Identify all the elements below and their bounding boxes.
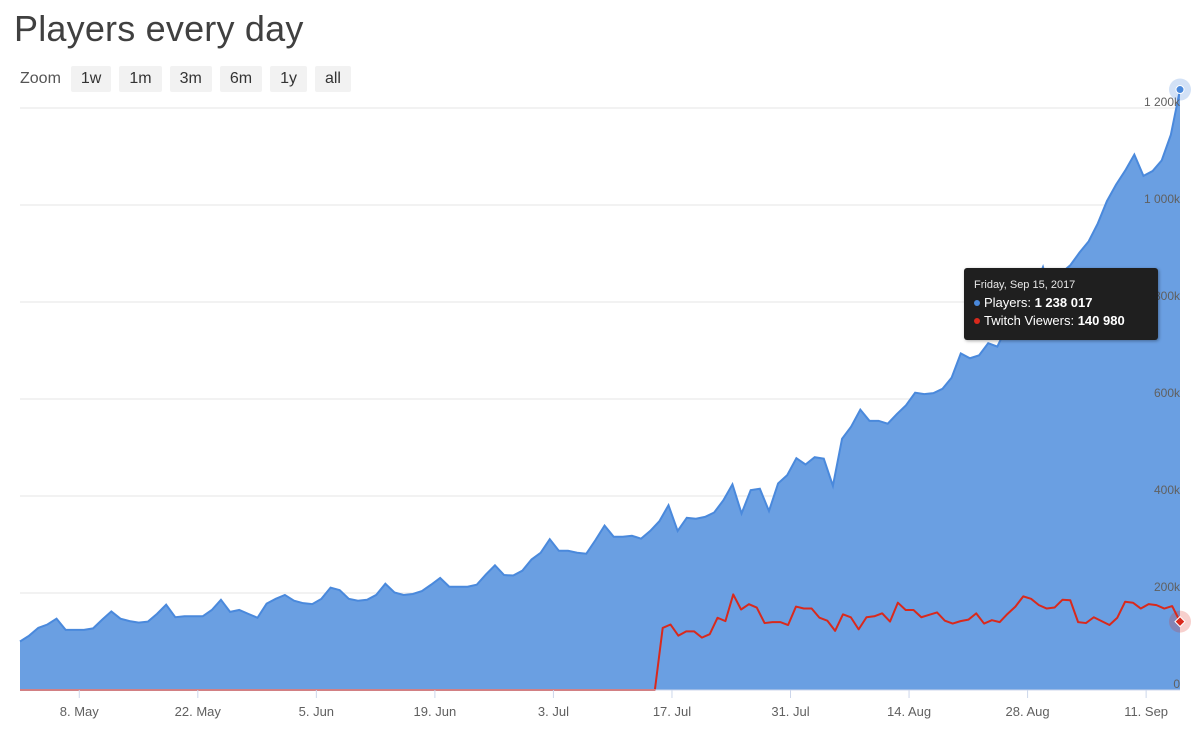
y-tick-label: 200k bbox=[1154, 580, 1181, 594]
players-hover-marker bbox=[1175, 85, 1185, 95]
y-tick-label: 400k bbox=[1154, 483, 1181, 497]
y-tick-label: 800k bbox=[1154, 289, 1181, 303]
twitch-hover-marker bbox=[1174, 615, 1186, 628]
zoom-1m-button[interactable]: 1m bbox=[119, 66, 162, 92]
players-legend-dot bbox=[974, 300, 980, 307]
tooltip-twitch-label: Twitch Viewers: bbox=[984, 313, 1075, 328]
twitch-legend-dot bbox=[974, 318, 980, 325]
zoom-6m-button[interactable]: 6m bbox=[219, 66, 263, 92]
y-tick-label: 600k bbox=[1154, 386, 1181, 400]
tooltip-twitch-value: 140 980 bbox=[1077, 313, 1125, 328]
tooltip-players-label: Players: bbox=[984, 295, 1031, 310]
zoom-1w-button[interactable]: 1w bbox=[70, 66, 112, 92]
page-title: Players every day bbox=[14, 8, 304, 49]
x-tick-label: 19. Jun bbox=[414, 704, 457, 719]
x-tick-label: 14. Aug bbox=[887, 704, 931, 719]
x-tick-label: 3. Jul bbox=[538, 704, 569, 719]
y-tick-label: 1 200k bbox=[1144, 95, 1181, 109]
x-tick-label: 8. May bbox=[60, 704, 100, 719]
players-line bbox=[19, 89, 1181, 643]
y-tick-label: 0 bbox=[1173, 677, 1180, 691]
zoom-controls: Zoom 1w 1m 3m 6m 1y all bbox=[20, 66, 359, 92]
zoom-label: Zoom bbox=[20, 70, 61, 87]
tooltip-players-value: 1 238 017 bbox=[1034, 295, 1093, 310]
tooltip-twitch-row: Twitch Viewers: 140 980 bbox=[974, 312, 1148, 330]
tooltip-players-row: Players: 1 238 017 bbox=[974, 294, 1148, 312]
tooltip-date: Friday, Sep 15, 2017 bbox=[974, 279, 1076, 291]
zoom-all-button[interactable]: all bbox=[314, 66, 351, 92]
x-tick-label: 28. Aug bbox=[1006, 704, 1050, 719]
x-tick-label: 5. Jun bbox=[299, 704, 334, 719]
x-tick-label: 11. Sep bbox=[1124, 704, 1168, 719]
x-tick-label: 22. May bbox=[175, 704, 222, 719]
zoom-1y-button[interactable]: 1y bbox=[270, 66, 307, 92]
players-area bbox=[20, 89, 1180, 690]
x-tick-label: 17. Jul bbox=[653, 704, 691, 719]
x-tick-label: 31. Jul bbox=[771, 704, 809, 719]
chart-tooltip: Friday, Sep 15, 2017 Players: 1 238 017 … bbox=[964, 268, 1158, 340]
zoom-3m-button[interactable]: 3m bbox=[169, 66, 212, 92]
y-tick-label: 1 000k bbox=[1144, 192, 1181, 206]
